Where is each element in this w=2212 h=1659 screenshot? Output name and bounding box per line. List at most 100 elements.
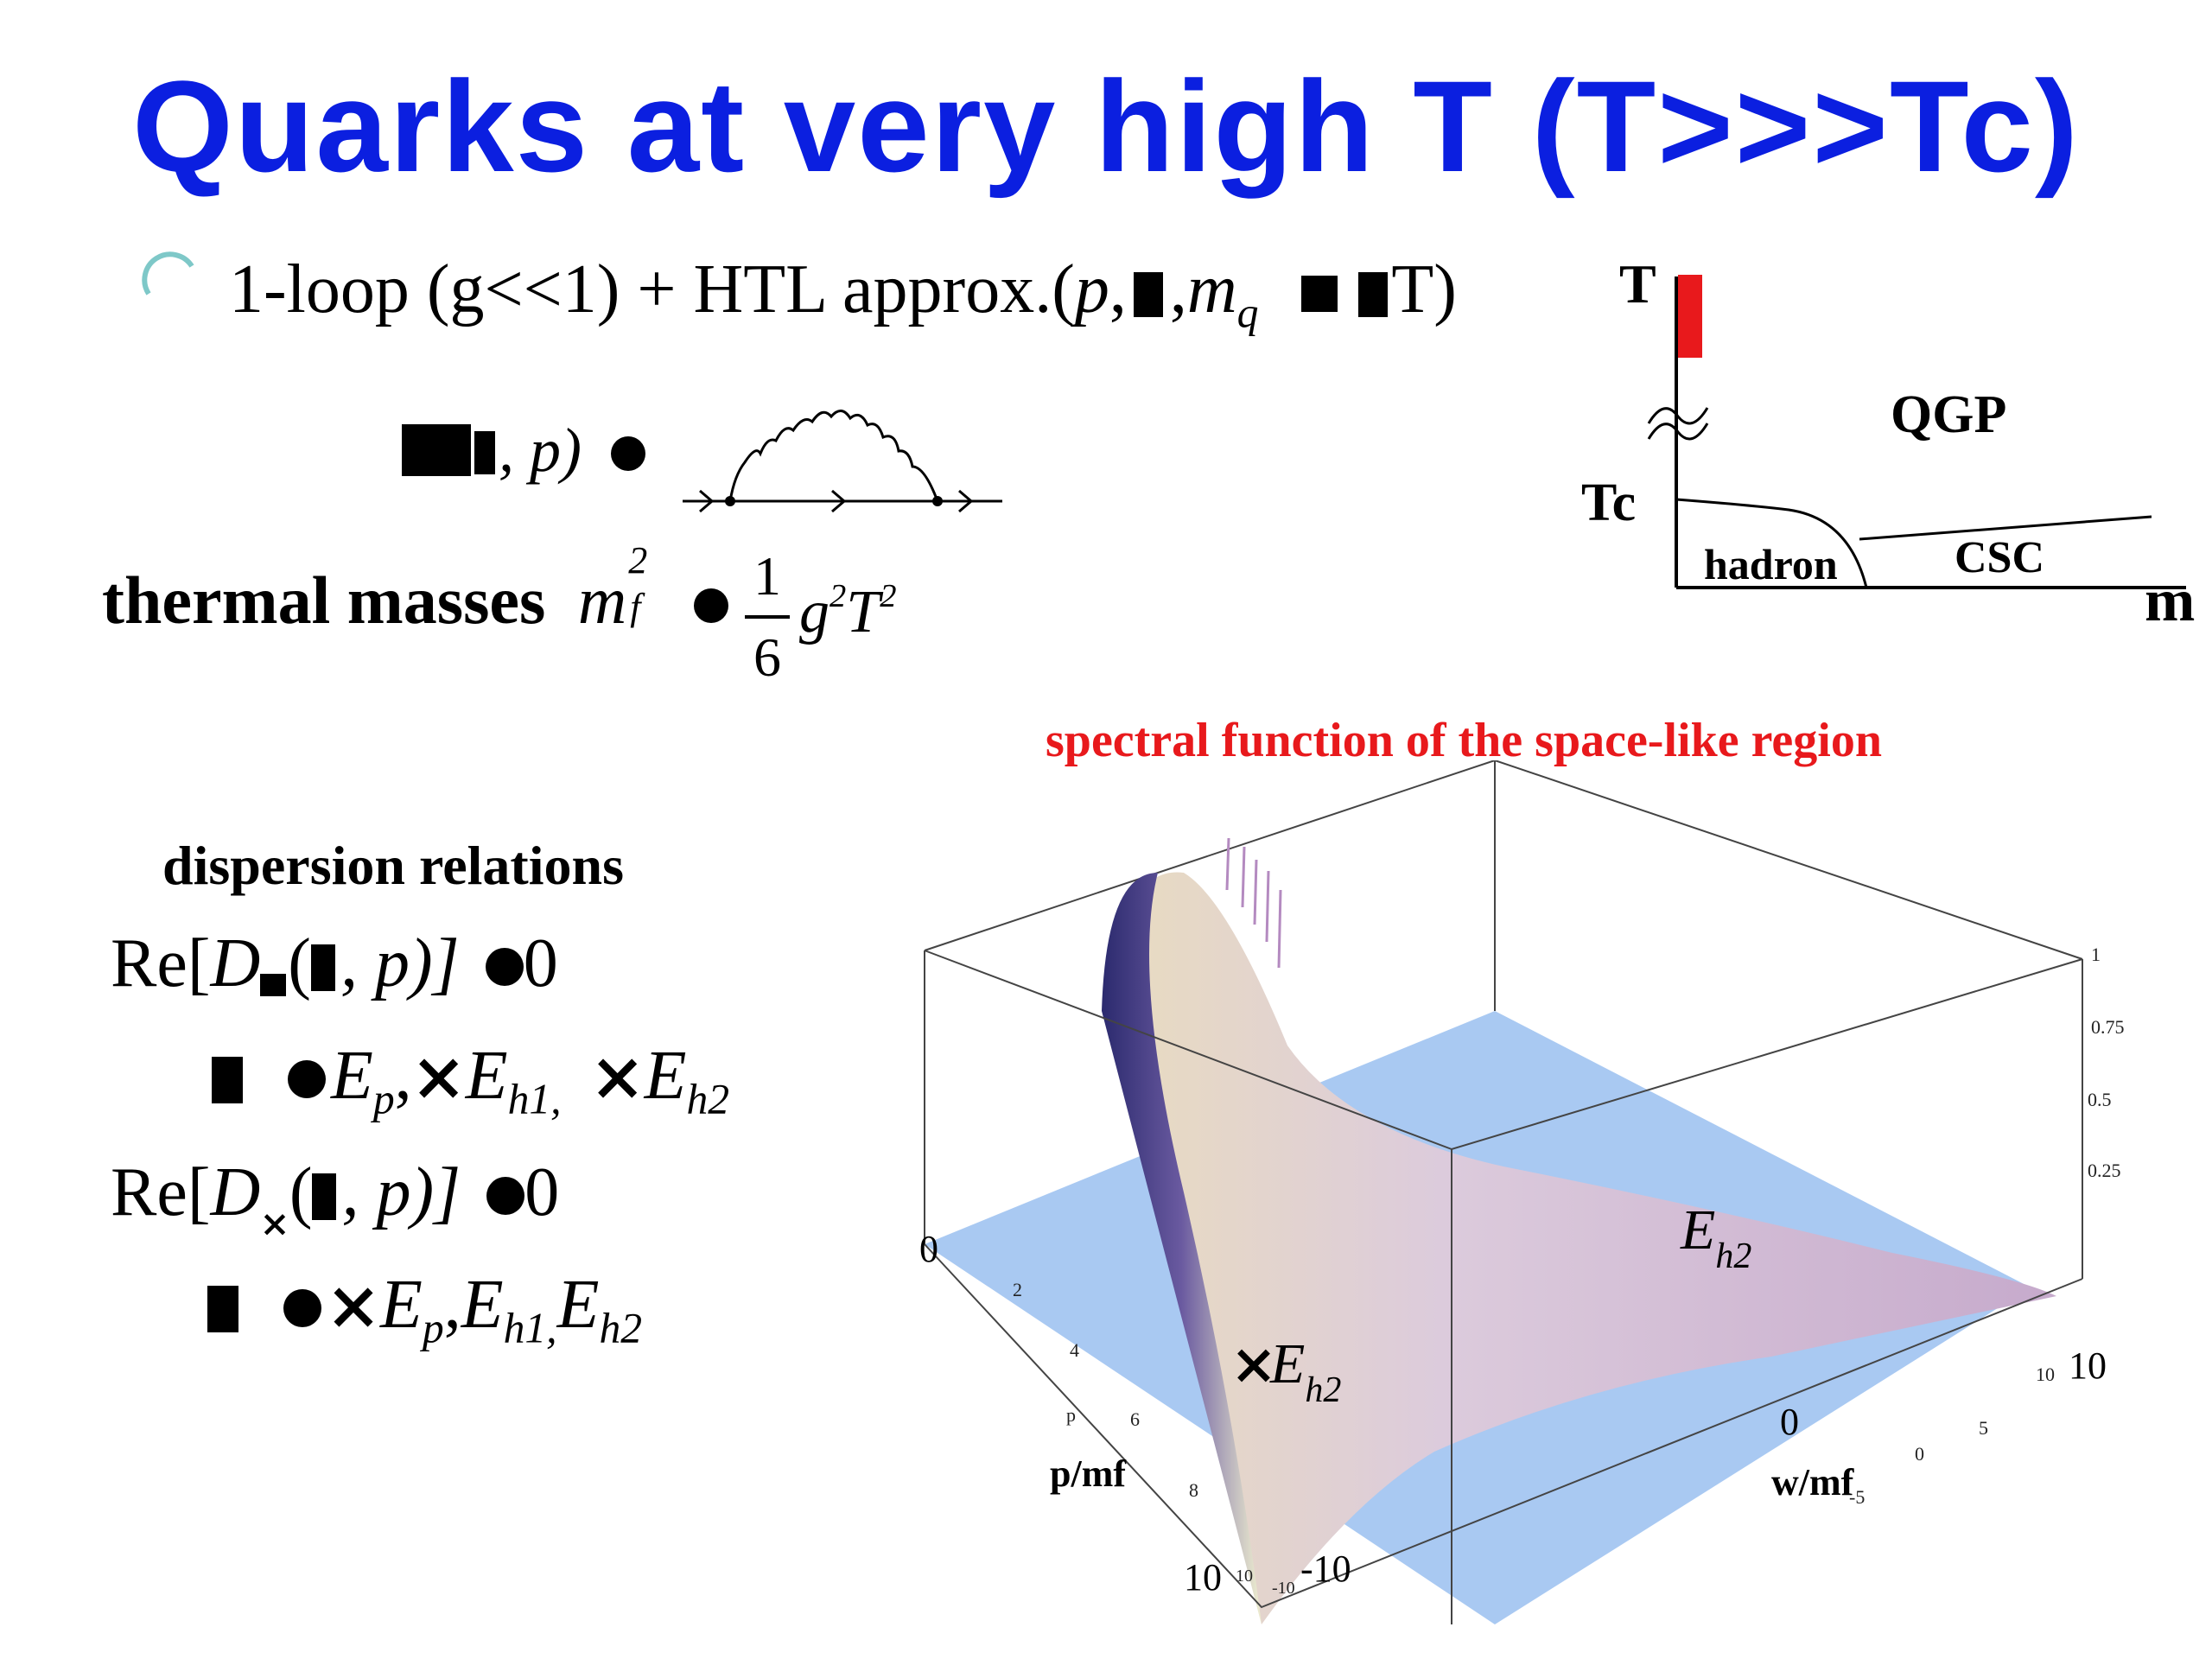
approx-dot-icon-2: [693, 588, 728, 623]
sub-h2-2: h2: [599, 1304, 643, 1352]
omega-glyph-icon-5: [207, 1286, 238, 1332]
dispersion-eq-1: Re[D(, p)] 0: [111, 925, 558, 1001]
bullet-p: p: [1074, 251, 1109, 327]
sub-h2-1: h2: [686, 1075, 730, 1123]
d-label-2: D: [210, 1154, 261, 1230]
hot-bar: [1678, 275, 1702, 358]
e-6: E: [556, 1267, 600, 1343]
omega-glyph-icon-2: [310, 944, 335, 991]
thermal-masses-label: thermal masses: [102, 563, 546, 638]
self-energy-expression: , p): [402, 415, 645, 486]
qgp-label: QGP: [1891, 385, 2006, 444]
z-tick: 1: [2091, 944, 2101, 965]
x-tick: 8: [1189, 1479, 1198, 1501]
thermal-g-sup: 2: [830, 578, 847, 614]
approx-dot-icon: [610, 436, 645, 471]
thermal-m-sup: 2: [628, 539, 648, 582]
thermal-m-sub: f: [630, 586, 641, 628]
y-tick: -5: [1849, 1486, 1865, 1508]
missing-glyph-icon-2: [1358, 272, 1389, 317]
csc-label: CSC: [1955, 533, 2044, 582]
sub-p-2: p: [422, 1304, 444, 1352]
box-front-bottom: [924, 1243, 2083, 1609]
re-label-2: Re[: [111, 1154, 211, 1230]
x-tick: 4: [1070, 1339, 1079, 1361]
frac-bar: [745, 615, 790, 619]
z-tick: 0.75: [2091, 1016, 2125, 1038]
bullet-suffix: T): [1391, 251, 1457, 327]
square-glyph-icon: [1301, 276, 1338, 312]
y-tick: 0: [1915, 1443, 1924, 1465]
self-energy-args: , p): [499, 416, 582, 485]
missing-glyph-icon: [1133, 272, 1163, 317]
sub-p-1: p: [372, 1075, 395, 1123]
x-axis-label: p/mf: [1050, 1452, 1127, 1495]
zero-1: 0: [523, 925, 558, 1001]
minus-ribbon-icon-2: ⨯: [590, 1042, 645, 1113]
sigma-glyph-icon: [402, 424, 471, 476]
x-end-label: 10: [1184, 1556, 1222, 1599]
x-small-10: 10: [1236, 1567, 1253, 1586]
x-axis-small-label: p: [1066, 1404, 1076, 1426]
e-1: E: [331, 1038, 373, 1114]
z-tick: 0.5: [2088, 1089, 2112, 1110]
axis-t-label: T: [1619, 253, 1656, 315]
re-label-1: Re[: [111, 925, 211, 1001]
plot-title: spectral function of the space-like regi…: [1046, 714, 1882, 767]
approx-dot-icon-5: [486, 1177, 525, 1215]
minus-ribbon-icon: ⨯: [411, 1042, 466, 1113]
e-3: E: [644, 1038, 687, 1114]
x-origin-label: 0: [919, 1228, 938, 1270]
x-tick: 6: [1130, 1408, 1140, 1430]
plus-sub-glyph-icon: [260, 974, 287, 996]
approx-dot-icon-6: [283, 1289, 321, 1327]
htl-bullet-line: 1-loop (g<<1) + HTL approx.(p, ,mq T): [229, 251, 1457, 337]
surface-spikes: [1225, 837, 1282, 969]
dispersion-sol-1: Ep,⨯Eh1, ⨯Eh2: [212, 1037, 729, 1123]
minus-ribbon-icon-3: ⨯: [327, 1271, 381, 1342]
bullet-icon: [142, 251, 194, 296]
feynman-diagram: [683, 410, 1002, 513]
y-tick: 10: [2036, 1363, 2055, 1385]
e-5: E: [461, 1267, 504, 1343]
y-big-10: 10: [2069, 1344, 2107, 1387]
phase-diagram: T Tc QGP hadron CSC m: [1581, 253, 2195, 634]
minus-eh2-label: Eh2: [1269, 1332, 1341, 1410]
y-axis-label: w/mf: [1771, 1461, 1855, 1503]
surface-ridge: [1102, 873, 1262, 1624]
comma-1: ,: [394, 1038, 412, 1114]
x-tick: 2: [1013, 1279, 1022, 1300]
y-big-m10: -10: [1300, 1548, 1351, 1590]
thermal-m: m: [577, 563, 627, 638]
dispersion-sol-2: ⨯Ep,Eh1,Eh2: [207, 1266, 642, 1352]
omega-glyph-icon-3: [212, 1057, 243, 1103]
sub-h1-1: h1,: [507, 1075, 562, 1123]
sub-h1-2: h1,: [503, 1304, 557, 1352]
bullet-m: m: [1186, 251, 1237, 327]
y-tick: 5: [1979, 1417, 1988, 1439]
axis-m-label: m: [2145, 568, 2195, 634]
g2t2: g2T2: [799, 577, 896, 647]
z-tick: 0.25: [2088, 1160, 2121, 1181]
dispersion-eq-2: Re[D⨯(, p)] 0: [111, 1154, 560, 1243]
approx-dot-icon-4: [288, 1060, 326, 1098]
bullet-comma: ,: [1109, 251, 1127, 327]
box-back-top: [924, 760, 2083, 960]
dispersion-heading: dispersion relations: [162, 835, 624, 896]
bullet-m-sub: q: [1236, 289, 1259, 337]
thermal-g: g: [799, 578, 830, 645]
frac-den: 6: [753, 626, 781, 688]
minus-sub-glyph-icon: ⨯: [260, 1205, 289, 1243]
thermal-T: T: [846, 578, 880, 645]
d-label-1: D: [210, 925, 261, 1001]
hadron-label: hadron: [1704, 540, 1838, 588]
approx-dot-icon-3: [485, 948, 524, 986]
e-2: E: [465, 1038, 508, 1114]
e-4: E: [380, 1267, 423, 1343]
bullet-comma-2: ,: [1169, 251, 1187, 327]
comma-2: ,: [443, 1267, 461, 1343]
args-2: , p)]: [341, 1154, 461, 1230]
zero-2: 0: [524, 1154, 560, 1230]
frac-num: 1: [753, 545, 781, 607]
bullet-prefix: 1-loop (g<<1) + HTL approx.(: [229, 251, 1075, 327]
